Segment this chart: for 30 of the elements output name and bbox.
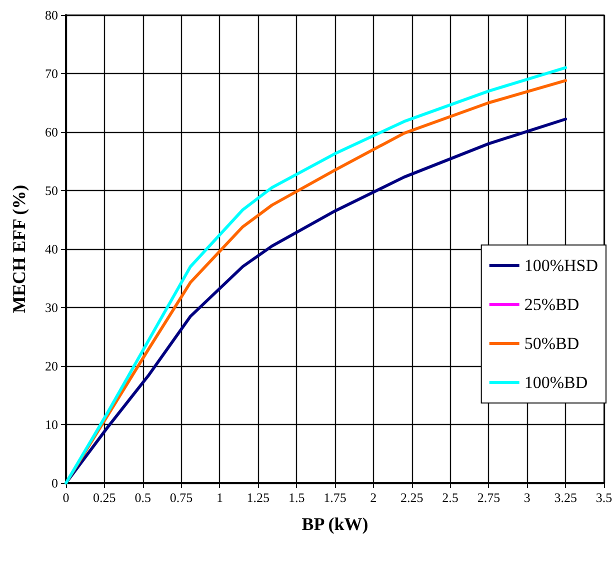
legend-label: 25%BD xyxy=(524,295,580,314)
x-tick-label: 2.75 xyxy=(477,490,500,505)
x-tick-label: 0 xyxy=(62,490,70,505)
y-tick-label: 0 xyxy=(52,476,58,490)
y-tick-label: 80 xyxy=(45,8,58,22)
x-tick-label: 1.75 xyxy=(324,490,346,505)
y-tick-label: 20 xyxy=(45,358,58,374)
x-tick-label: 3 xyxy=(524,490,530,505)
x-tick-label: 2.5 xyxy=(442,490,458,505)
x-tick-label: 3.25 xyxy=(554,490,577,505)
x-tick-label: 0.5 xyxy=(134,490,151,505)
x-tick-label: 0.25 xyxy=(93,490,116,505)
x-tick-label: 3.5 xyxy=(596,490,612,505)
legend-label: 100%HSD xyxy=(524,256,598,275)
x-tick-label: 2.25 xyxy=(400,490,424,505)
y-tick-label: 10 xyxy=(45,417,58,432)
y-tick-label: 50 xyxy=(45,183,58,198)
y-axis-title: MECH EFF (%) xyxy=(9,184,29,314)
y-tick-label: 40 xyxy=(45,242,58,256)
y-tick-label: 70 xyxy=(45,66,58,81)
x-tick-label: 1 xyxy=(216,490,223,505)
legend-label: 50%BD xyxy=(524,334,580,353)
x-tick-label: 0.75 xyxy=(170,490,193,505)
x-tick-label: 2 xyxy=(370,490,377,505)
legend-label: 100%BD xyxy=(524,373,588,392)
y-tick-label: 30 xyxy=(45,300,58,315)
x-axis-title: BP (kW) xyxy=(302,514,368,534)
x-tick-label: 1.25 xyxy=(246,490,270,505)
y-tick-label: 60 xyxy=(45,124,58,140)
x-tick-label: 1.5 xyxy=(288,490,305,505)
